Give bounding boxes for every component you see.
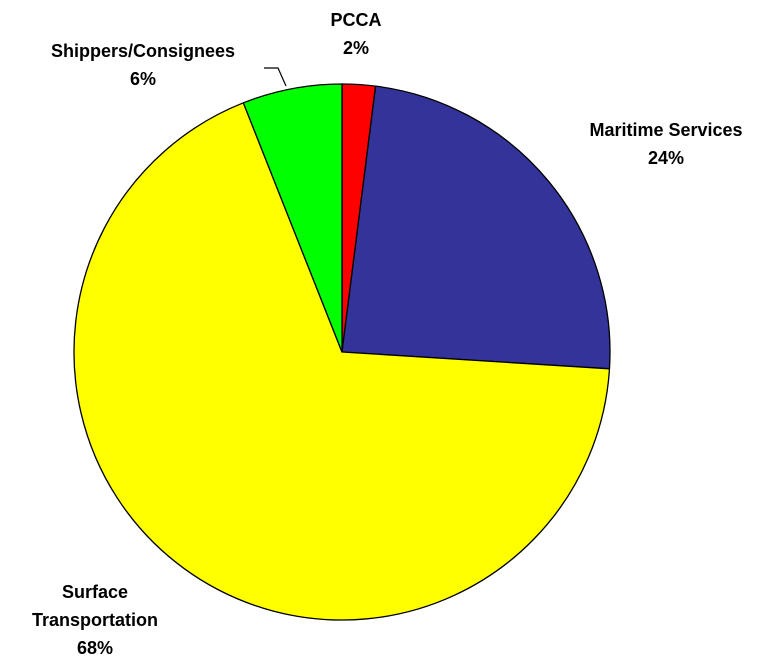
slice-label-maritime-services: Maritime Services 24% [589, 120, 742, 168]
leader-lines [264, 67, 287, 87]
leader-line-shippers-consignees [264, 67, 287, 87]
slice-percent-maritime-services: 24% [648, 148, 684, 168]
slice-label-surface-transportation: Surface Transportation 68% [32, 582, 158, 658]
slice-percent-shippers-consignees: 6% [130, 69, 156, 89]
slice-labels: PCCA 2% Maritime Services 24% Surface Transpo… [32, 10, 743, 658]
pie-slice-maritime-services [341, 85, 611, 370]
slice-label-shippers-consignees: Shippers/Consignees 6% [51, 41, 235, 89]
pie-slice-surface-transportation [73, 102, 611, 621]
pie-slices [73, 83, 611, 621]
slice-label-pcca: PCCA 2% [330, 10, 381, 58]
slice-percent-surface-transportation: 68% [77, 638, 113, 658]
pie-slice-shippers-consignees [242, 83, 343, 353]
slice-percent-pcca: 2% [343, 38, 369, 58]
